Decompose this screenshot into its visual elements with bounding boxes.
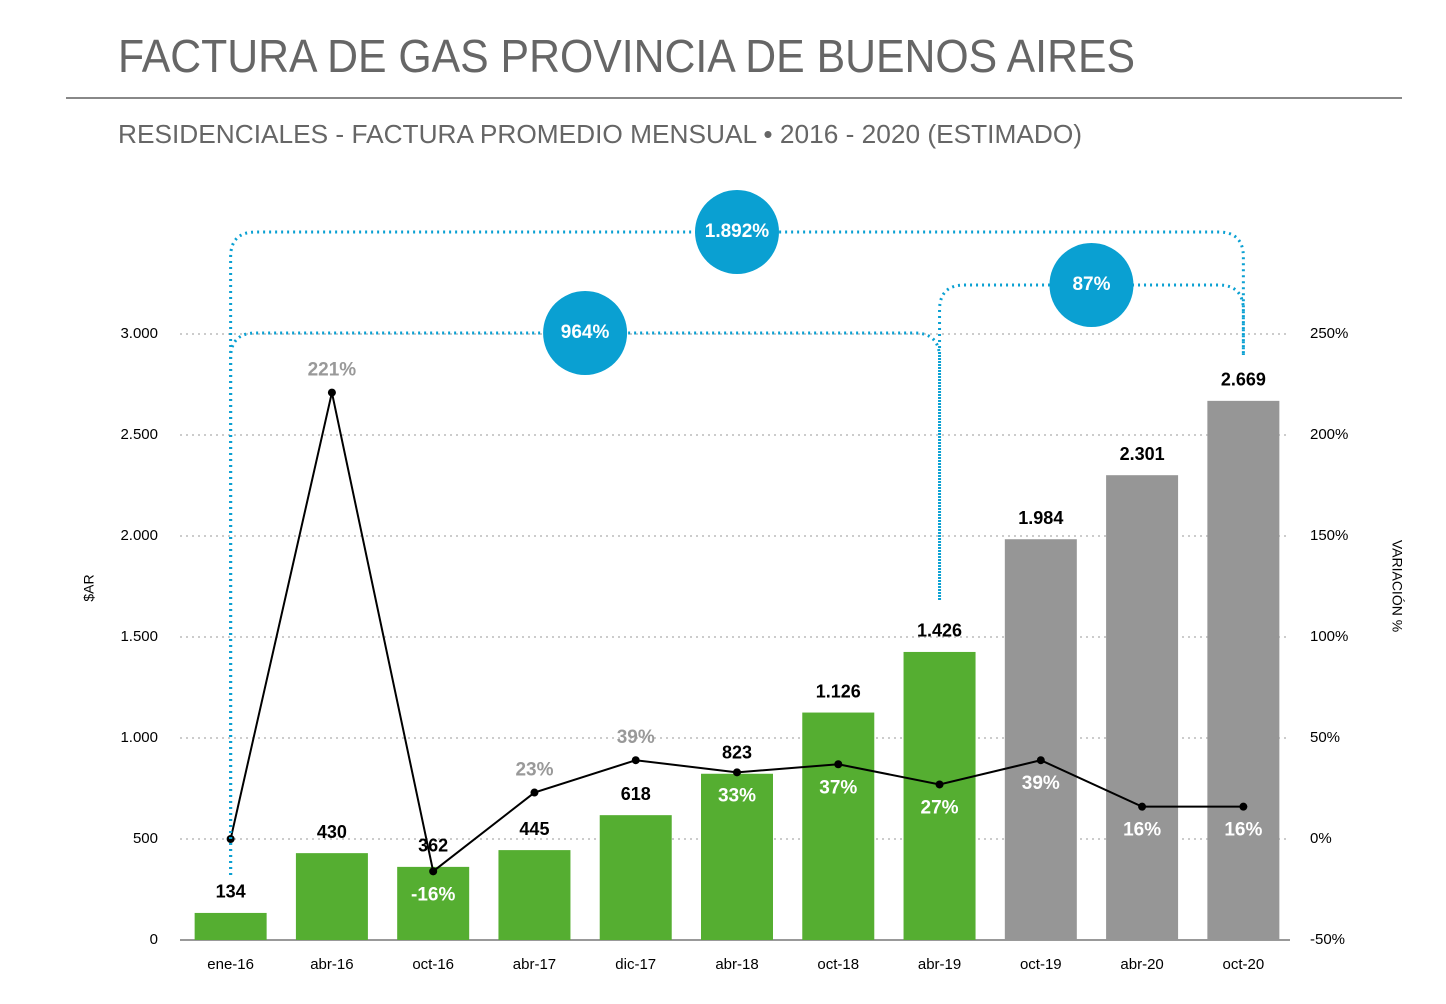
line-value-label: 16% — [1224, 820, 1262, 841]
y-axis-label: $AR — [81, 574, 97, 601]
bar — [295, 853, 368, 940]
y2-tick-label: 150% — [1310, 527, 1348, 544]
annotation-bracket — [229, 230, 1245, 875]
bar — [802, 712, 875, 940]
line-value-label: 39% — [617, 727, 655, 748]
y-tick-label: 1.000 — [120, 729, 158, 746]
y-tick-label: 2.500 — [120, 426, 158, 443]
chart-subtitle: RESIDENCIALES - FACTURA PROMEDIO MENSUAL… — [118, 119, 1082, 149]
x-tick-label: abr-20 — [1120, 956, 1163, 973]
x-tick-label: oct-18 — [817, 956, 859, 973]
x-tick-label: abr-17 — [513, 956, 556, 973]
x-tick-label: oct-16 — [412, 956, 454, 973]
line-value-label: 39% — [1022, 773, 1060, 794]
bar-value-label: 1.984 — [1018, 508, 1063, 528]
y2-tick-label: 200% — [1310, 426, 1348, 443]
line-point — [631, 756, 640, 765]
bar — [701, 773, 773, 940]
annotation-badge — [1049, 243, 1134, 327]
annotation-text: 87% — [1072, 274, 1110, 295]
line-point — [429, 867, 438, 876]
y-tick-label: 3.000 — [120, 325, 158, 342]
y2-tick-label: 250% — [1310, 325, 1348, 342]
bar — [194, 912, 267, 940]
y2-axis-label: VARIACIÓN % — [1389, 540, 1405, 632]
y2-tick-label: 0% — [1310, 830, 1332, 847]
y-tick-label: 0 — [150, 931, 158, 948]
line-value-label: 221% — [308, 360, 357, 381]
line-value-label: -16% — [411, 884, 455, 905]
y-tick-label: 2.000 — [120, 527, 158, 544]
line-value-label: 33% — [718, 785, 756, 806]
bar-value-label: 362 — [418, 836, 448, 856]
bar-value-label: 1.426 — [917, 621, 962, 641]
line-point — [327, 388, 336, 397]
bar-value-label: 1.126 — [816, 681, 861, 701]
bar-value-label: 134 — [216, 882, 246, 902]
x-tick-label: abr-19 — [918, 956, 961, 973]
annotation-badge — [695, 190, 779, 274]
line-point — [530, 788, 539, 797]
bar — [1106, 475, 1179, 940]
bar-value-label: 618 — [621, 784, 651, 804]
x-tick-label: ene-16 — [207, 956, 254, 973]
bar — [903, 651, 976, 940]
y2-tick-label: 50% — [1310, 729, 1340, 746]
line-point — [834, 760, 843, 769]
annotation-bracket — [938, 283, 1245, 600]
line-value-label: 37% — [819, 777, 857, 798]
bar — [599, 815, 672, 940]
chart-title: FACTURA DE GAS PROVINCIA DE BUENOS AIRES — [118, 30, 1135, 82]
bar-value-label: 430 — [317, 822, 347, 842]
bar — [397, 866, 470, 940]
annotation-text: 1.892% — [705, 221, 770, 242]
x-tick-label: abr-16 — [310, 956, 353, 973]
annotation-badge — [543, 291, 628, 375]
x-tick-label: oct-19 — [1020, 956, 1062, 973]
line-value-label: 27% — [921, 797, 959, 818]
bar — [1004, 539, 1077, 940]
line-point — [1138, 802, 1147, 811]
line-value-label: 23% — [515, 760, 553, 781]
line-point — [1239, 802, 1248, 811]
line-value-label: 16% — [1123, 820, 1161, 841]
x-tick-label: dic-17 — [615, 956, 656, 973]
bar-value-label: 823 — [722, 743, 752, 763]
y-tick-label: 1.500 — [120, 628, 158, 645]
bar-value-label: 2.669 — [1221, 370, 1266, 390]
bar-value-label: 2.301 — [1120, 444, 1165, 464]
line-point — [1036, 756, 1045, 765]
y2-tick-label: 100% — [1310, 628, 1348, 645]
bar-value-label: 445 — [519, 819, 549, 839]
bar — [1207, 400, 1280, 940]
x-tick-label: oct-20 — [1223, 956, 1265, 973]
line-point — [935, 780, 944, 789]
y2-tick-label: -50% — [1310, 931, 1345, 948]
y-tick-label: 500 — [133, 830, 158, 847]
x-tick-label: abr-18 — [715, 956, 758, 973]
annotation-text: 964% — [561, 322, 610, 343]
bar — [498, 850, 571, 940]
line-point — [733, 768, 741, 777]
